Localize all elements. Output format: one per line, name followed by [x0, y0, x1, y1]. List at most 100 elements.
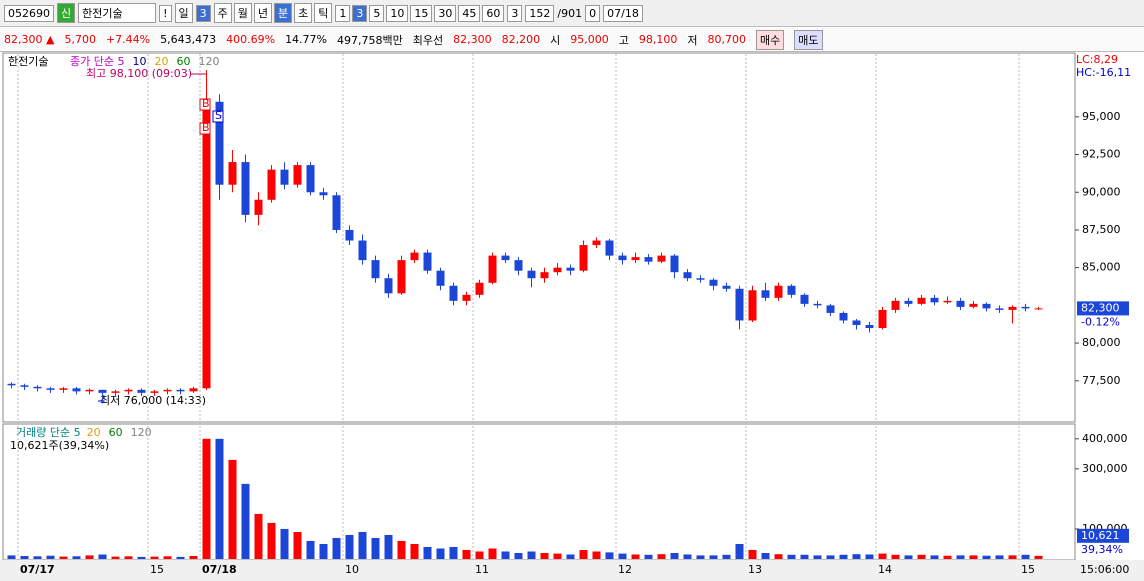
interval[interactable]: 45: [458, 4, 481, 22]
volume-bar: [410, 543, 419, 559]
candle-body: [20, 385, 29, 387]
candle-body: [254, 199, 263, 215]
signal-box: [212, 110, 224, 123]
candle-body: [293, 165, 302, 185]
candle-body: [852, 320, 861, 325]
candle-body: [150, 391, 159, 393]
volume-bar: [358, 531, 367, 559]
x-tick-label: 11: [475, 563, 489, 576]
signal-box: [199, 122, 211, 135]
alert[interactable]: !: [159, 4, 172, 22]
volume-bar: [254, 513, 263, 559]
candle-body: [527, 270, 536, 279]
candle-body: [423, 252, 432, 271]
volume-bar: [774, 554, 783, 559]
volume-bar: [813, 555, 822, 559]
candle-body: [189, 388, 198, 392]
interval[interactable]: 30: [434, 4, 457, 22]
sell-button[interactable]: 매도: [794, 29, 823, 50]
candle-body: [969, 303, 978, 307]
interval[interactable]: 60: [482, 4, 505, 22]
last-box: [1077, 301, 1129, 316]
volume-bar: [33, 556, 42, 559]
count[interactable]: 3: [507, 4, 523, 22]
volume-bar: [839, 554, 848, 559]
x-tick-label: 07/17: [20, 563, 55, 576]
buy-button[interactable]: 매수: [756, 29, 785, 50]
volume-bar: [98, 554, 107, 559]
legend-item: 60: [109, 426, 123, 439]
volume-bar: [384, 534, 393, 559]
interval[interactable]: 5: [369, 4, 385, 22]
interval[interactable]: 1: [335, 4, 351, 22]
candle-body: [215, 101, 224, 185]
date[interactable]: 07/18: [603, 4, 643, 22]
range-b: /901: [557, 6, 583, 20]
candle-body: [943, 300, 952, 303]
volume: 5,643,473: [160, 33, 217, 46]
y-tick-label: 95,000: [1082, 110, 1121, 123]
volume-bar: [475, 551, 484, 559]
volume-bar: [72, 556, 81, 559]
period-n[interactable]: 3: [195, 4, 211, 22]
rate: +7.44%: [105, 33, 151, 46]
candle-body: [995, 308, 1004, 310]
volume-bar: [865, 554, 874, 559]
tab[interactable]: 월: [233, 3, 252, 23]
tab[interactable]: 틱: [314, 3, 333, 23]
stock-name[interactable]: 한전기술: [78, 3, 157, 23]
candle-body: [930, 297, 939, 303]
candle-body: [306, 165, 315, 193]
volume-bar: [436, 548, 445, 559]
volume-bar: [683, 554, 692, 559]
legend-item: 60: [176, 55, 190, 68]
candle-body: [202, 101, 211, 389]
volume-bar: [280, 528, 289, 559]
range-a[interactable]: 152: [525, 4, 555, 22]
volume-bar: [150, 556, 159, 559]
zero[interactable]: 0: [585, 4, 601, 22]
code-input[interactable]: 052690: [4, 4, 54, 22]
interval[interactable]: 10: [386, 4, 409, 22]
candle-body: [163, 389, 172, 392]
high-note: 최고 98,100 (09:03): [86, 67, 192, 80]
candle-body: [917, 297, 926, 304]
tab[interactable]: 주: [213, 3, 232, 23]
volume-bar: [371, 537, 380, 559]
x-tick-label: 15: [150, 563, 164, 576]
period[interactable]: 일: [174, 3, 193, 23]
candle-body: [371, 260, 380, 279]
tab[interactable]: 초: [294, 3, 313, 23]
y-tick-label: 92,500: [1082, 148, 1121, 161]
legend-item: 120: [131, 426, 152, 439]
quote-bar: 82,300 ▲ 5,700 +7.44% 5,643,473 400.69% …: [0, 28, 1144, 52]
last-price: 82,300: [1081, 301, 1120, 314]
candle-body: [228, 162, 237, 185]
volume-panel: [2, 423, 1076, 561]
candle-body: [813, 303, 822, 306]
tab[interactable]: 년: [253, 3, 273, 23]
signal: S: [215, 109, 222, 122]
volume-bar: [657, 554, 666, 559]
last-rate: -0.12%: [1081, 315, 1120, 328]
candle-body: [410, 252, 419, 261]
volume-bar: [709, 555, 718, 559]
interval[interactable]: 15: [410, 4, 433, 22]
volume-bar: [46, 555, 55, 559]
volume-bar: [215, 438, 224, 559]
last-volume-rate: 39,34%: [1081, 543, 1123, 556]
interval[interactable]: 3: [352, 4, 368, 22]
candle-body: [540, 272, 549, 279]
signal-box: [199, 98, 211, 111]
volume-bar: [527, 551, 536, 559]
tab[interactable]: 분: [274, 3, 293, 23]
badge: 신: [57, 3, 76, 23]
volume-bar: [969, 555, 978, 559]
volume-bar: [631, 554, 640, 559]
amount: 497,758백만: [337, 33, 403, 47]
volume-bar: [579, 549, 588, 559]
candle-body: [332, 195, 341, 230]
candle-body: [891, 300, 900, 310]
